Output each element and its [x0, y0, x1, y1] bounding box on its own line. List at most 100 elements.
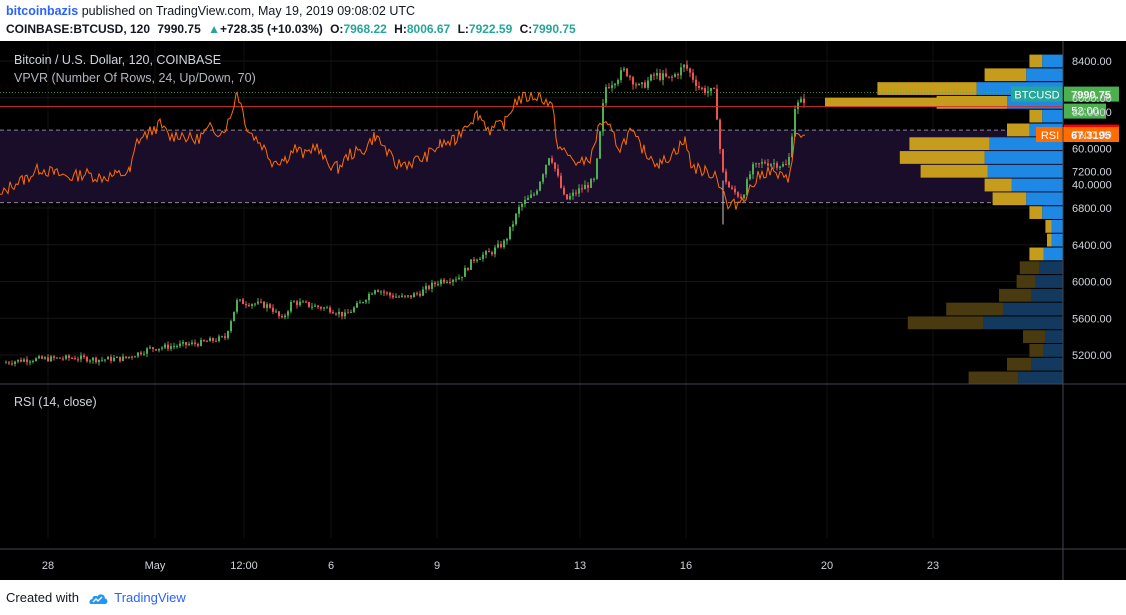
rsi-name-tag: RSI — [1041, 130, 1059, 142]
candle-body — [755, 163, 757, 165]
candle-body — [416, 293, 418, 295]
price-tick-label: 5600.00 — [1072, 313, 1112, 325]
candle-body — [794, 109, 796, 137]
candle-body — [728, 182, 730, 188]
candle-body — [791, 136, 793, 158]
candle-body — [641, 82, 643, 84]
candle-body — [662, 73, 664, 80]
vp-up-bar — [1051, 233, 1063, 247]
candle-body — [5, 362, 7, 364]
vp-up-bar — [1031, 357, 1063, 371]
candle-body — [287, 311, 289, 316]
price-tick-label: 8000.00 — [1072, 93, 1112, 105]
vp-down-bar — [1029, 206, 1043, 219]
price-tick-label: 5200.00 — [1072, 350, 1112, 362]
candle-body — [401, 295, 403, 297]
candle-body — [752, 164, 754, 175]
candle-body — [11, 363, 13, 365]
vp-down-bar — [1029, 54, 1043, 68]
candle-body — [98, 359, 100, 363]
vp-up-bar — [1035, 275, 1063, 288]
candle-body — [536, 190, 538, 195]
candle-body — [512, 224, 514, 227]
candle-body — [110, 356, 112, 361]
author-link[interactable]: bitcoinbazis — [6, 4, 79, 18]
candle-body — [275, 311, 277, 313]
candle-body — [80, 355, 82, 360]
candle-body — [779, 166, 781, 168]
candle-body — [797, 102, 799, 110]
candle-body — [527, 197, 529, 200]
candle-body — [608, 87, 610, 89]
last-price-tag-bg — [1064, 86, 1119, 102]
time-tick-label: 23 — [927, 560, 939, 572]
candle-body — [698, 86, 700, 88]
change-arrow-icon: ▲ — [208, 22, 220, 36]
candle-body — [614, 83, 616, 86]
tradingview-cloud-icon — [89, 594, 108, 604]
price-tick-label: 7600.00 — [1072, 130, 1112, 142]
candle-body — [542, 174, 544, 182]
candle-body — [707, 91, 709, 94]
time-tick-label: May — [145, 560, 166, 572]
candle-body — [350, 311, 352, 313]
candle-body — [227, 331, 229, 339]
candle-body — [263, 301, 265, 308]
vp-up-bar — [1026, 192, 1063, 206]
created-with-text: Created with — [6, 590, 79, 605]
candle-body — [785, 164, 787, 166]
candle-body — [314, 305, 316, 307]
candle-body — [539, 181, 541, 191]
candle-body — [344, 312, 346, 317]
candle-body — [236, 300, 238, 312]
candle-body — [224, 336, 226, 339]
change-text: +728.35 (+10.03%) — [220, 22, 323, 36]
vp-up-bar — [1031, 288, 1063, 302]
vp-up-bar — [1051, 219, 1063, 233]
close-label: C: — [519, 22, 533, 36]
candle-body — [767, 163, 769, 166]
candle-body — [506, 239, 508, 241]
candle-body — [413, 293, 415, 298]
tradingview-brand[interactable]: TradingView — [114, 590, 186, 605]
candle-body — [668, 76, 670, 78]
candle-body — [476, 259, 478, 261]
candle-body — [290, 302, 292, 312]
candle-body — [386, 292, 388, 294]
candle-body — [500, 243, 502, 248]
candle-body — [551, 158, 553, 163]
candle-body — [731, 187, 733, 189]
candle-body — [146, 348, 148, 354]
vp-up-bar — [987, 164, 1063, 178]
vp-up-bar — [1003, 302, 1063, 316]
candle-body — [230, 321, 232, 332]
vp-down-bar — [877, 82, 977, 95]
candle-body — [167, 344, 169, 349]
candle-body — [281, 316, 283, 318]
candle-body — [311, 306, 313, 308]
candle-body — [125, 356, 127, 358]
candle-body — [191, 342, 193, 344]
candle-body — [332, 312, 334, 314]
candle-body — [152, 347, 154, 350]
candle-body — [119, 356, 121, 361]
candle-body — [116, 356, 118, 358]
vp-down-bar — [999, 288, 1031, 302]
candle-body — [206, 341, 208, 343]
low-value: 7922.59 — [468, 22, 513, 36]
candle-body — [740, 196, 742, 199]
symbol-label: COINBASE:BTCUSD, 120 — [6, 22, 151, 36]
candle-body — [158, 348, 160, 351]
candle-body — [410, 295, 412, 298]
candle-body — [278, 311, 280, 317]
candle-body — [44, 357, 46, 359]
candle-body — [20, 359, 22, 362]
candle-body — [155, 349, 157, 351]
candle-body — [437, 283, 439, 285]
candle-body — [617, 80, 619, 84]
open-value: 7968.22 — [343, 22, 387, 36]
high-value: 8006.67 — [406, 22, 451, 36]
candle-body — [446, 282, 448, 284]
candle-body — [509, 226, 511, 240]
